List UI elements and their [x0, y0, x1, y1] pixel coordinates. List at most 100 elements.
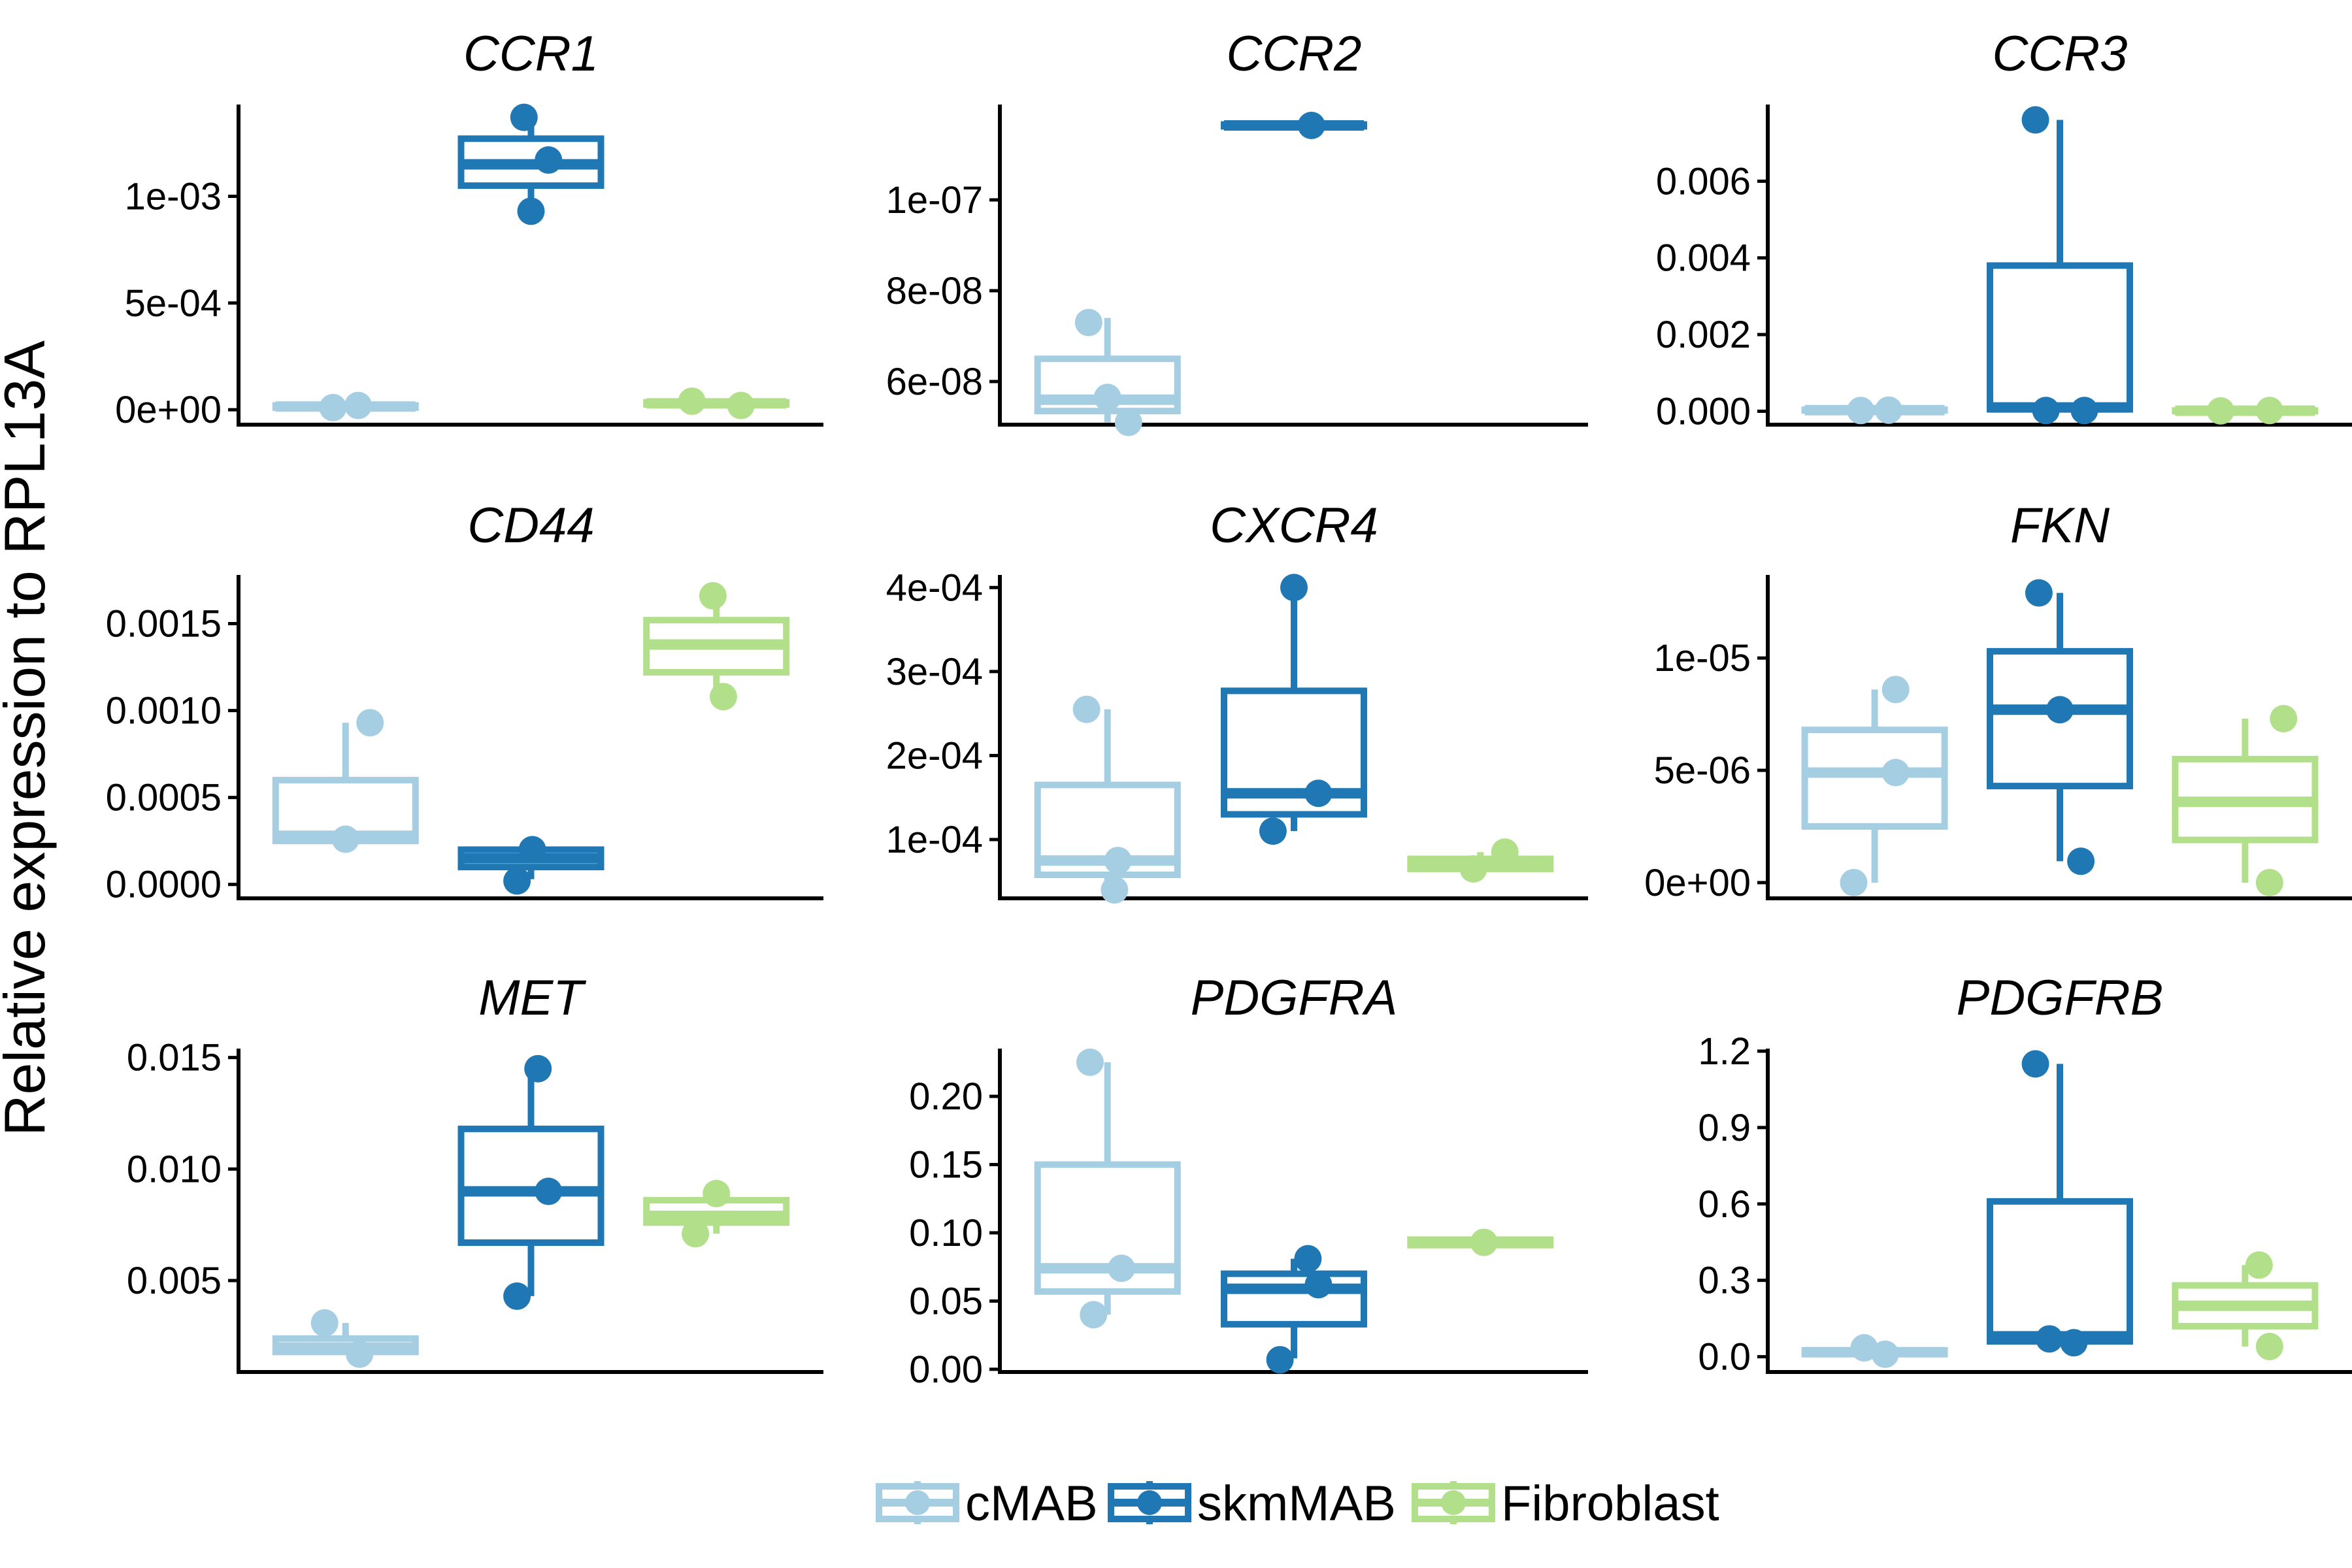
data-point [1108, 1254, 1136, 1282]
data-point [1076, 1048, 1104, 1076]
data-point [2060, 1329, 2088, 1357]
y-tick-label: 0.6 [1698, 1183, 1751, 1226]
y-tick-label: 0.002 [1656, 314, 1751, 356]
y-tick-label: 0.005 [127, 1260, 222, 1302]
box-group-fibroblast [643, 581, 790, 711]
data-point [503, 867, 531, 895]
y-tick-label: 0.0000 [106, 864, 222, 906]
data-point [2255, 868, 2283, 896]
data-point [535, 146, 563, 174]
box-group-skmmab [457, 1054, 605, 1310]
panel-ccr1: CCR1 0e+00 5e-04 1e-03 [115, 26, 823, 431]
panel-title-ccr3: CCR3 [1993, 26, 2128, 82]
y-tick-label: 0.006 [1656, 160, 1751, 203]
box-group-skmmab [1987, 1050, 2133, 1357]
data-point [344, 391, 373, 419]
panel-fkn: FKN 0e+00 5e-06 1e-05 [1644, 498, 2352, 904]
box-group-cmab [272, 391, 419, 421]
box-group-cmab [272, 709, 419, 853]
box-group-cmab [1801, 676, 1948, 896]
y-tick-label: 0.0010 [106, 690, 222, 732]
legend-point [905, 1490, 930, 1515]
panel-title-pdgfrb: PDGFRB [1957, 970, 2164, 1026]
y-tick-label: 0.20 [909, 1075, 983, 1118]
y-tick-label: 0.015 [127, 1037, 222, 1079]
data-point [1470, 1228, 1498, 1256]
data-point [2255, 1333, 2283, 1361]
data-point [331, 825, 359, 853]
data-point [1259, 817, 1287, 845]
y-tick-label: 4e-04 [886, 566, 983, 609]
data-point [517, 197, 545, 225]
y-tick-label: 0.000 [1656, 390, 1751, 433]
legend-label-cmab: cMAB [965, 1476, 1098, 1531]
y-tick-label: 0.0015 [106, 603, 222, 645]
data-point [510, 103, 538, 131]
y-tick-label: 8e-08 [886, 270, 983, 312]
y-tick-label: 0e+00 [115, 389, 222, 431]
data-point [1294, 1245, 1322, 1273]
y-tick-label: 1e-07 [886, 179, 983, 221]
legend-key-cmab [876, 1481, 959, 1524]
box-group-fibroblast [1407, 838, 1554, 883]
y-tick-label: 1e-05 [1654, 637, 1751, 679]
panel-cxcr4: CXCR4 1e-04 2e-04 3e-04 4e-04 [886, 498, 1588, 904]
y-tick-label: 0.004 [1656, 237, 1751, 280]
data-point [1093, 384, 1121, 412]
data-point [1297, 111, 1325, 139]
y-tick-label: 0.10 [909, 1212, 983, 1254]
legend: cMAB skmMAB Fibroblast [876, 1476, 1719, 1531]
data-point [1847, 397, 1875, 425]
box-group-fibroblast [2172, 1251, 2319, 1361]
data-point [1074, 308, 1102, 336]
data-point [1871, 1340, 1899, 1368]
data-point [1080, 1301, 1108, 1329]
y-tick-label: 0e+00 [1644, 862, 1751, 904]
data-point [535, 1177, 563, 1205]
y-tick-label: 5e-06 [1654, 749, 1751, 792]
data-point [1072, 695, 1101, 723]
data-point [682, 1220, 710, 1248]
data-point [2021, 106, 2049, 134]
y-tick-label: 0.3 [1698, 1260, 1751, 1302]
data-point [2035, 1325, 2063, 1353]
data-point [503, 1282, 531, 1310]
data-point [709, 683, 737, 711]
y-tick-label: 6e-08 [886, 361, 983, 403]
box-iqr [1987, 1198, 2133, 1345]
box-group-skmmab [457, 836, 605, 895]
box-group-cmab [1034, 1048, 1181, 1329]
y-tick-label: 1.2 [1698, 1030, 1751, 1073]
data-point [1491, 838, 1519, 866]
y-tick-label: 0.0 [1698, 1336, 1751, 1379]
data-point [1459, 855, 1487, 883]
data-point [310, 1309, 339, 1337]
box-iqr [457, 1125, 605, 1247]
data-point [1266, 1346, 1294, 1374]
y-tick-label: 0.05 [909, 1280, 983, 1322]
data-point [356, 709, 384, 737]
panel-pdgfra: PDGFRA 0.00 0.05 0.10 0.15 0.20 [909, 970, 1588, 1391]
box-group-skmmab [1987, 579, 2133, 875]
panel-cd44: CD44 0.0000 0.0005 0.0010 0.0015 [106, 498, 823, 906]
box-group-fibroblast [643, 1179, 790, 1248]
data-point [1875, 396, 1903, 424]
panel-title-fkn: FKN [2010, 498, 2110, 553]
data-point [727, 391, 755, 419]
data-point [2025, 579, 2053, 607]
y-tick-label: 5e-04 [125, 282, 222, 325]
box-group-cmab [272, 1309, 419, 1368]
panel-title-ccr2: CCR2 [1227, 26, 1362, 82]
legend-key-fibroblast [1412, 1481, 1495, 1524]
legend-label-fibroblast: Fibroblast [1501, 1476, 1719, 1531]
box-group-skmmab [1221, 1245, 1367, 1374]
y-tick-label: 0.15 [909, 1144, 983, 1186]
box-group-cmab [1801, 396, 1948, 425]
y-tick-label: 1e-04 [886, 819, 983, 861]
data-point [2245, 1251, 2273, 1279]
data-point [2270, 705, 2298, 732]
data-point [1881, 759, 1910, 787]
data-point [1104, 847, 1132, 875]
box-group-skmmab [1221, 574, 1367, 845]
